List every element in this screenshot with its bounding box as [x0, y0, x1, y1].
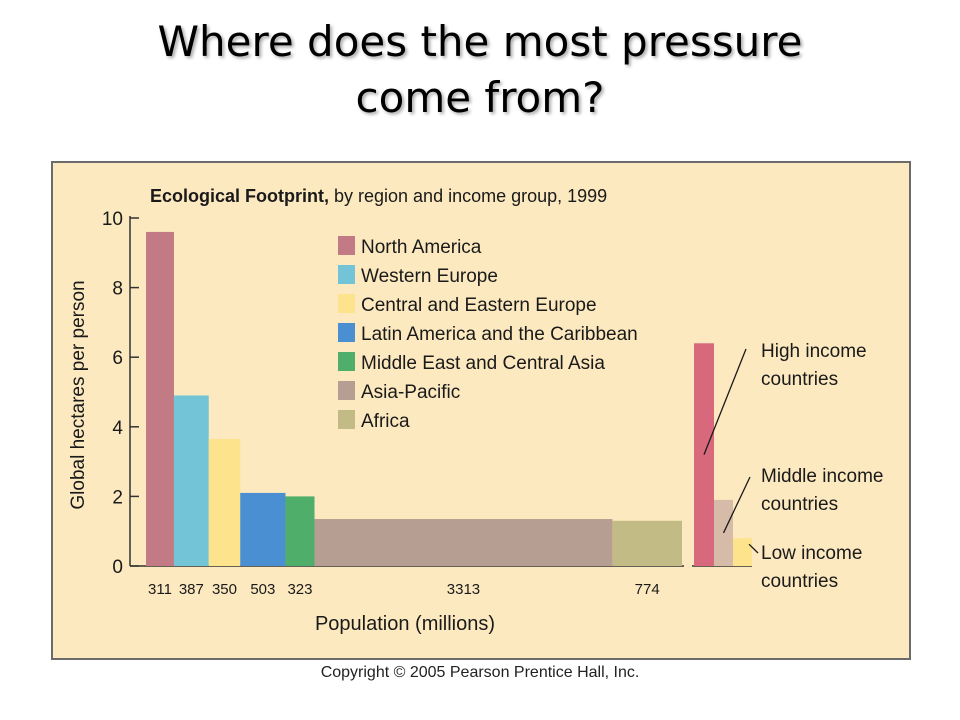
population-label-0: 311	[148, 581, 172, 598]
legend-swatch-1	[338, 265, 355, 284]
income-labels: High income countries Middle income countri…	[703, 341, 884, 592]
legend-label-3: Latin America and the Caribbean	[361, 324, 638, 345]
legend-label-0: North America	[361, 237, 482, 258]
population-label-4: 323	[287, 581, 312, 598]
chart-title-rest: by region and income group, 1999	[329, 186, 607, 206]
income-leader-line-1	[722, 476, 751, 534]
y-tick-label-3: 6	[112, 348, 123, 369]
slide-title-line-1: Where does the most pressure	[157, 17, 803, 66]
slide-title-line-2: come from?	[355, 73, 605, 122]
legend-swatch-4	[338, 352, 355, 371]
region-bar-1	[173, 395, 209, 566]
income-label-line2-1: countries	[761, 494, 838, 515]
region-bar-2	[208, 438, 241, 566]
income-label-line1-1: Middle income	[761, 466, 884, 487]
chart-title: Ecological Footprint, by region and inco…	[150, 186, 607, 206]
legend-swatch-2	[338, 294, 355, 313]
income-label-line2-2: countries	[761, 571, 838, 592]
income-bar-2	[733, 538, 752, 566]
legend: North America Western Europe Central and E…	[338, 236, 638, 432]
income-leader-line-0	[703, 348, 747, 455]
copyright-notice: Copyright © 2005 Pearson Prentice Hall, …	[320, 664, 640, 681]
income-label-line1-0: High income	[761, 341, 867, 362]
legend-label-1: Western Europe	[361, 266, 498, 287]
chart-title-bold: Ecological Footprint,	[150, 186, 329, 206]
legend-swatch-3	[338, 323, 355, 342]
region-bar-4	[285, 496, 315, 566]
population-label-2: 350	[212, 581, 237, 598]
region-bar-3	[240, 492, 286, 566]
legend-label-2: Central and Eastern Europe	[361, 295, 597, 316]
y-axis-label: Global hectares per person	[68, 280, 89, 509]
y-tick-label-4: 8	[112, 279, 123, 300]
legend-swatch-6	[338, 410, 355, 429]
population-label-5: 3313	[447, 581, 480, 598]
region-bars	[146, 231, 682, 567]
population-label-3: 503	[250, 581, 275, 598]
region-bar-0	[146, 231, 174, 567]
slide-title: Where does the most pressure come from?	[0, 14, 960, 126]
region-bar-6	[612, 520, 682, 566]
legend-label-6: Africa	[361, 411, 410, 432]
y-tick-label-0: 0	[112, 557, 123, 578]
x-axis-label: Population (millions)	[315, 613, 495, 635]
legend-swatch-5	[338, 381, 355, 400]
population-labels: 311 387 350 503 323 3313 774	[148, 581, 660, 598]
legend-label-5: Asia-Pacific	[361, 382, 460, 403]
population-label-6: 774	[635, 581, 660, 598]
y-tick-label-1: 2	[112, 487, 123, 508]
income-leader-line-2	[748, 543, 759, 554]
y-tick-label-2: 4	[112, 418, 123, 439]
income-label-line1-2: Low income	[761, 543, 862, 564]
y-tick-label-5: 10	[102, 209, 123, 230]
region-bar-5	[314, 519, 613, 566]
y-axis-ticks: 0 2 4 6 8 10	[102, 209, 139, 578]
population-label-1: 387	[179, 581, 204, 598]
legend-swatch-0	[338, 236, 355, 255]
income-label-line2-0: countries	[761, 369, 838, 390]
legend-label-4: Middle East and Central Asia	[361, 353, 605, 374]
